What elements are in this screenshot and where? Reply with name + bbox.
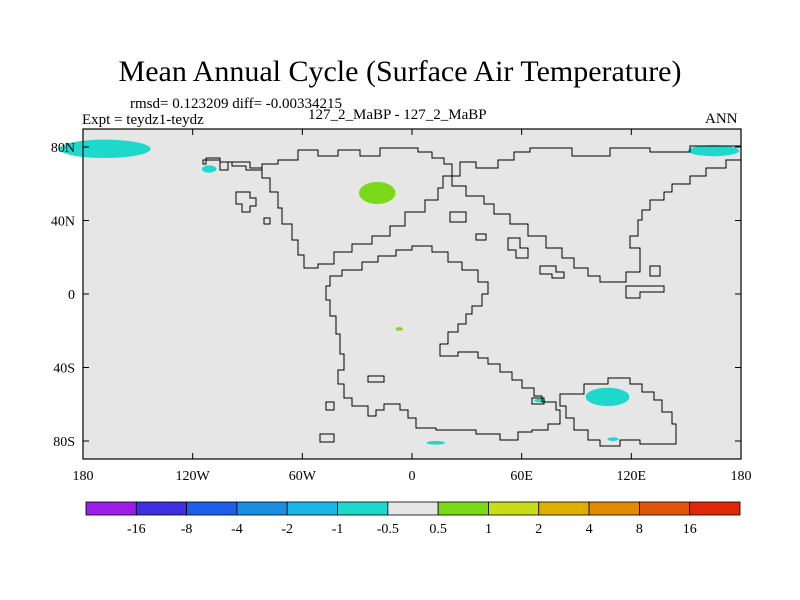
coastline-small-island-4 — [475, 233, 487, 241]
x-tick-label: 180 — [73, 469, 94, 484]
colorbar-swatch — [437, 501, 489, 516]
case-label: 127_2_MaBP - 127_2_MaBP — [308, 107, 487, 123]
coastline-small-island-2 — [263, 217, 271, 225]
x-axis: 180 120W 60W 0 60E 120E 180 — [73, 129, 752, 484]
coastline-gondwana — [325, 245, 561, 441]
colorbar-label: -8 — [181, 522, 193, 537]
coastline-small-island-8 — [649, 265, 661, 277]
colorbar-label: 0.5 — [429, 522, 447, 537]
colorbar-swatch — [638, 501, 691, 516]
coastline-small-island-9 — [367, 375, 385, 383]
coastline-small-island-10 — [325, 401, 335, 411]
experiment-label: Expt = teydz1-teydz — [82, 112, 204, 128]
colorbar-label: -4 — [231, 522, 243, 537]
colorbar-swatch — [488, 501, 540, 516]
colorbar-swatch — [135, 501, 188, 516]
colorbar-swatch — [337, 501, 389, 516]
x-tick-label: 180 — [731, 469, 752, 484]
colorbar-label: -16 — [127, 522, 146, 537]
colorbar-swatch — [538, 501, 590, 516]
y-tick-label: 0 — [68, 288, 75, 303]
season-label: ANN — [705, 111, 738, 127]
coastline-north-america — [202, 147, 453, 269]
colorbar-swatch — [689, 501, 741, 516]
stats-label: rmsd= 0.123209 diff= -0.00334215 — [130, 96, 343, 112]
colorbar-swatch — [286, 501, 338, 516]
coastline-small-island-12 — [531, 397, 545, 405]
y-axis: 80N 40N 0 40S 80S — [51, 141, 741, 450]
colorbar-label: 8 — [636, 522, 643, 537]
coastline-layer — [202, 145, 742, 447]
anomaly-patch — [395, 327, 403, 331]
coastline-small-island-5 — [507, 237, 529, 259]
x-tick-label: 120W — [176, 469, 211, 484]
colorbar-swatch — [387, 501, 439, 516]
x-tick-label: 60E — [510, 469, 533, 484]
colorbar-label: -2 — [281, 522, 293, 537]
anomaly-patch — [687, 145, 740, 157]
coastline-eurasia — [451, 145, 742, 283]
colorbar-label: 16 — [683, 522, 697, 537]
coastline-small-island-11 — [319, 433, 335, 443]
y-tick-label: 40S — [53, 362, 75, 377]
anomaly-patch — [426, 441, 445, 445]
colorbar-swatch — [236, 501, 288, 516]
coastline-small-island-7 — [625, 285, 665, 299]
x-tick-label: 60W — [289, 469, 317, 484]
y-tick-label: 40N — [51, 215, 75, 230]
map-background — [83, 129, 741, 459]
coastline-small-island-1 — [235, 191, 257, 213]
colorbar-swatch — [186, 501, 238, 516]
coastline-australia-antarctica — [559, 377, 677, 447]
x-tick-label: 120E — [617, 469, 647, 484]
anomaly-layer — [59, 139, 740, 445]
colorbar-label: 2 — [535, 522, 542, 537]
y-tick-label: 80N — [51, 141, 75, 156]
colorbar-label: 4 — [586, 522, 593, 537]
anomaly-patch — [534, 398, 546, 403]
x-tick-label: 0 — [409, 469, 416, 484]
coastline-small-island-6 — [539, 265, 565, 279]
colorbar-label: -1 — [332, 522, 344, 537]
colorbar-label: 1 — [485, 522, 492, 537]
coastline-small-island-3 — [449, 211, 467, 223]
colorbar: -16 -8 -4 -2 -1 -0.5 0.5 1 2 4 8 16 — [85, 501, 741, 537]
colorbar-swatch — [85, 501, 137, 516]
anomaly-patch — [607, 437, 619, 441]
anomaly-patch — [585, 387, 630, 407]
y-tick-label: 80S — [53, 435, 75, 450]
anomaly-patch — [201, 165, 217, 173]
anomaly-patch — [358, 181, 396, 204]
colorbar-swatch — [588, 501, 640, 516]
chart-title: Mean Annual Cycle (Surface Air Temperatu… — [118, 55, 682, 88]
anomaly-patch — [59, 139, 151, 159]
colorbar-label: -0.5 — [377, 522, 399, 537]
